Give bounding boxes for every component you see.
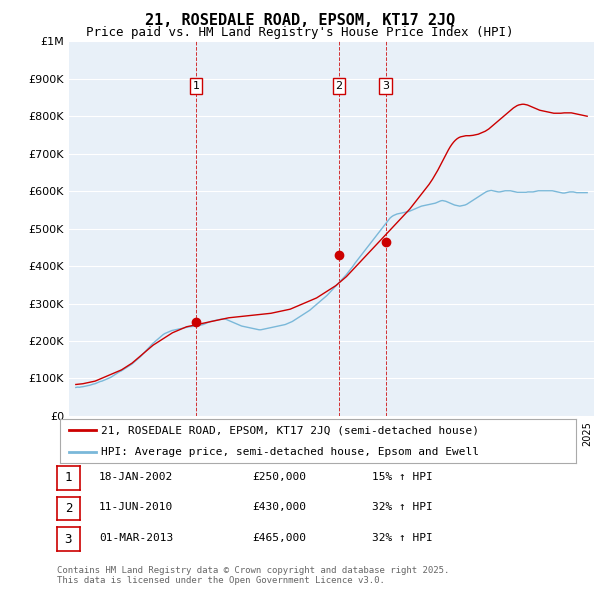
- Text: £250,000: £250,000: [252, 472, 306, 481]
- Text: 21, ROSEDALE ROAD, EPSOM, KT17 2JQ: 21, ROSEDALE ROAD, EPSOM, KT17 2JQ: [145, 13, 455, 28]
- Text: 21, ROSEDALE ROAD, EPSOM, KT17 2JQ (semi-detached house): 21, ROSEDALE ROAD, EPSOM, KT17 2JQ (semi…: [101, 425, 479, 435]
- Text: 3: 3: [382, 81, 389, 91]
- Text: £430,000: £430,000: [252, 503, 306, 512]
- Text: 3: 3: [65, 533, 72, 546]
- Text: 01-MAR-2013: 01-MAR-2013: [99, 533, 173, 543]
- Text: 1: 1: [193, 81, 199, 91]
- Text: £465,000: £465,000: [252, 533, 306, 543]
- Text: 1: 1: [65, 471, 72, 484]
- Text: Contains HM Land Registry data © Crown copyright and database right 2025.
This d: Contains HM Land Registry data © Crown c…: [57, 566, 449, 585]
- Text: Price paid vs. HM Land Registry's House Price Index (HPI): Price paid vs. HM Land Registry's House …: [86, 26, 514, 39]
- Text: 32% ↑ HPI: 32% ↑ HPI: [372, 503, 433, 512]
- Text: 18-JAN-2002: 18-JAN-2002: [99, 472, 173, 481]
- Text: 2: 2: [335, 81, 343, 91]
- Text: 11-JUN-2010: 11-JUN-2010: [99, 503, 173, 512]
- Text: HPI: Average price, semi-detached house, Epsom and Ewell: HPI: Average price, semi-detached house,…: [101, 447, 479, 457]
- Text: 2: 2: [65, 502, 72, 515]
- Text: 32% ↑ HPI: 32% ↑ HPI: [372, 533, 433, 543]
- Text: 15% ↑ HPI: 15% ↑ HPI: [372, 472, 433, 481]
